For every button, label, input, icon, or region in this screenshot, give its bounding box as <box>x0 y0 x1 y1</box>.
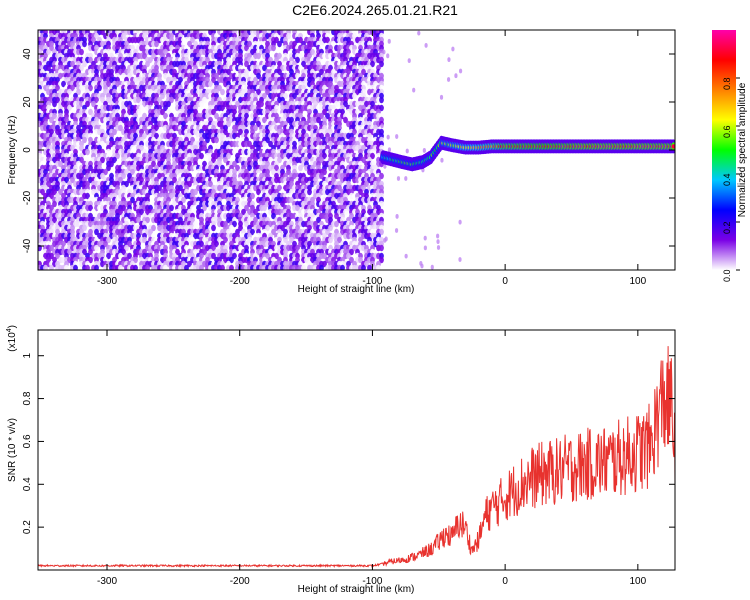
heatmap-noise-cell <box>256 52 261 60</box>
heatmap-noise-cell <box>244 60 249 68</box>
heatmap-noise-cell <box>370 60 375 68</box>
page-title: C2E6.2024.265.01.21.R21 <box>292 2 458 18</box>
heatmap-noise-cell <box>121 32 126 40</box>
heatmap-noise-cell <box>325 36 330 44</box>
heatmap-noise-cell <box>94 244 99 252</box>
heatmap-noise-cell <box>298 64 303 72</box>
heatmap-noise-cell <box>46 48 51 56</box>
heatmap-noise-cell <box>184 56 189 64</box>
heatmap-noise-cell <box>262 64 267 72</box>
heatmap-noise-cell <box>379 96 384 104</box>
heatmap-noise-cell <box>127 72 132 80</box>
heatmap-noise-cell <box>334 220 339 228</box>
heatmap-noise-cell <box>307 188 312 196</box>
heatmap-noise-cell <box>286 32 291 40</box>
heatmap-noise-cell <box>199 100 204 108</box>
heatmap-noise-cell <box>154 40 159 48</box>
heatmap-noise-cell <box>226 60 231 68</box>
heatmap-noise-cell <box>256 72 261 80</box>
heatmap-noise-cell <box>271 44 276 52</box>
heatmap-noise-cell <box>379 244 384 252</box>
heatmap-noise-cell <box>142 32 147 40</box>
heatmap-noise-cell <box>82 40 87 48</box>
heatmap-noise-cell <box>244 44 249 52</box>
heatmap-noise-cell <box>226 68 231 76</box>
heatmap-noise-cell <box>277 68 282 76</box>
heatmap-noise-cell <box>151 52 156 60</box>
heatmap-noise-cell <box>88 56 93 64</box>
heatmap-noise-cell <box>79 48 84 56</box>
heatmap-noise-cell <box>298 52 303 60</box>
heatmap-noise-cell <box>244 72 249 80</box>
heatmap-noise-cell <box>205 56 210 64</box>
heatmap-noise-cell <box>295 72 300 80</box>
heatmap-noise-cell <box>148 56 153 64</box>
heatmap-noise-cell <box>82 60 87 68</box>
heatmap-noise-cells <box>38 30 463 270</box>
heatmap-noise-cell <box>70 60 75 68</box>
heatmap-noise-cell <box>274 36 279 44</box>
heatmap-noise-cell <box>85 148 90 156</box>
heatmap-noise-cell <box>262 204 267 212</box>
heatmap-noise-cell <box>298 36 303 44</box>
heatmap-noise-cell <box>49 44 54 52</box>
heatmap-noise-cell <box>277 52 282 60</box>
heatmap-noise-cell <box>94 32 99 40</box>
heatmap-noise-cell <box>274 56 279 64</box>
heatmap-noise-cell <box>52 100 57 108</box>
heatmap-noise-cell <box>277 40 282 48</box>
heatmap-noise-cell <box>142 52 147 60</box>
heatmap-noise-cell <box>361 68 366 76</box>
heatmap-noise-cell <box>262 140 267 148</box>
heatmap-noise-cell <box>199 152 204 160</box>
heatmap-noise-cell <box>91 36 96 44</box>
heatmap-noise-cell <box>301 60 306 68</box>
heatmap-noise-cell <box>121 72 126 80</box>
heatmap-noise-cell <box>331 40 336 48</box>
heatmap-noise-cell <box>328 236 333 244</box>
heatmap-noise-cell <box>124 60 129 68</box>
heatmap-noise-cell <box>319 68 324 76</box>
heatmap-noise-cell <box>46 64 51 72</box>
heatmap-noise-cell <box>247 40 252 48</box>
heatmap-noise-cell <box>187 40 192 48</box>
heatmap-noise-cell <box>190 36 195 44</box>
heatmap-noise-cell <box>169 44 174 52</box>
heatmap-noise-cell <box>214 72 219 80</box>
heatmap-noise-cell <box>145 60 150 68</box>
heatmap-noise-cell <box>211 76 216 84</box>
heatmap-noise-cell <box>61 80 66 88</box>
heatmap-noise-cell <box>379 60 384 68</box>
heatmap-noise-cell <box>163 48 168 56</box>
heatmap-noise-cell <box>220 88 225 96</box>
heatmap-noise-cell <box>295 56 300 64</box>
heatmap-noise-cell <box>79 64 84 72</box>
heatmap-noise-cell <box>106 80 111 88</box>
heatmap-noise-cell <box>214 136 219 144</box>
heatmap-noise-cell <box>211 224 216 232</box>
heatmap-noise-cell <box>298 164 303 172</box>
heatmap-noise-cell <box>310 48 315 56</box>
